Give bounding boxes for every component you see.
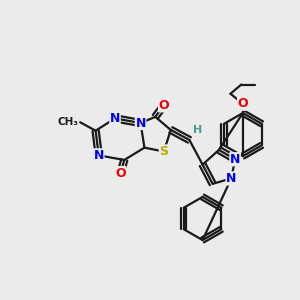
Text: S: S bbox=[159, 145, 168, 158]
Text: O: O bbox=[115, 167, 126, 180]
Text: N: N bbox=[230, 153, 240, 166]
Text: N: N bbox=[110, 112, 120, 125]
Text: N: N bbox=[135, 116, 146, 130]
Text: O: O bbox=[238, 97, 248, 110]
Text: H: H bbox=[193, 125, 203, 135]
Text: CH₃: CH₃ bbox=[58, 117, 79, 127]
Text: O: O bbox=[158, 99, 169, 112]
Text: N: N bbox=[94, 149, 104, 162]
Text: N: N bbox=[226, 172, 236, 185]
